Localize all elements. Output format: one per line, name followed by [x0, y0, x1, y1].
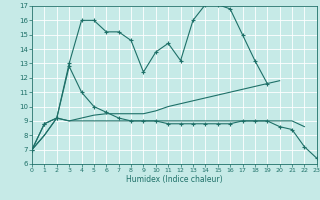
X-axis label: Humidex (Indice chaleur): Humidex (Indice chaleur)	[126, 175, 223, 184]
